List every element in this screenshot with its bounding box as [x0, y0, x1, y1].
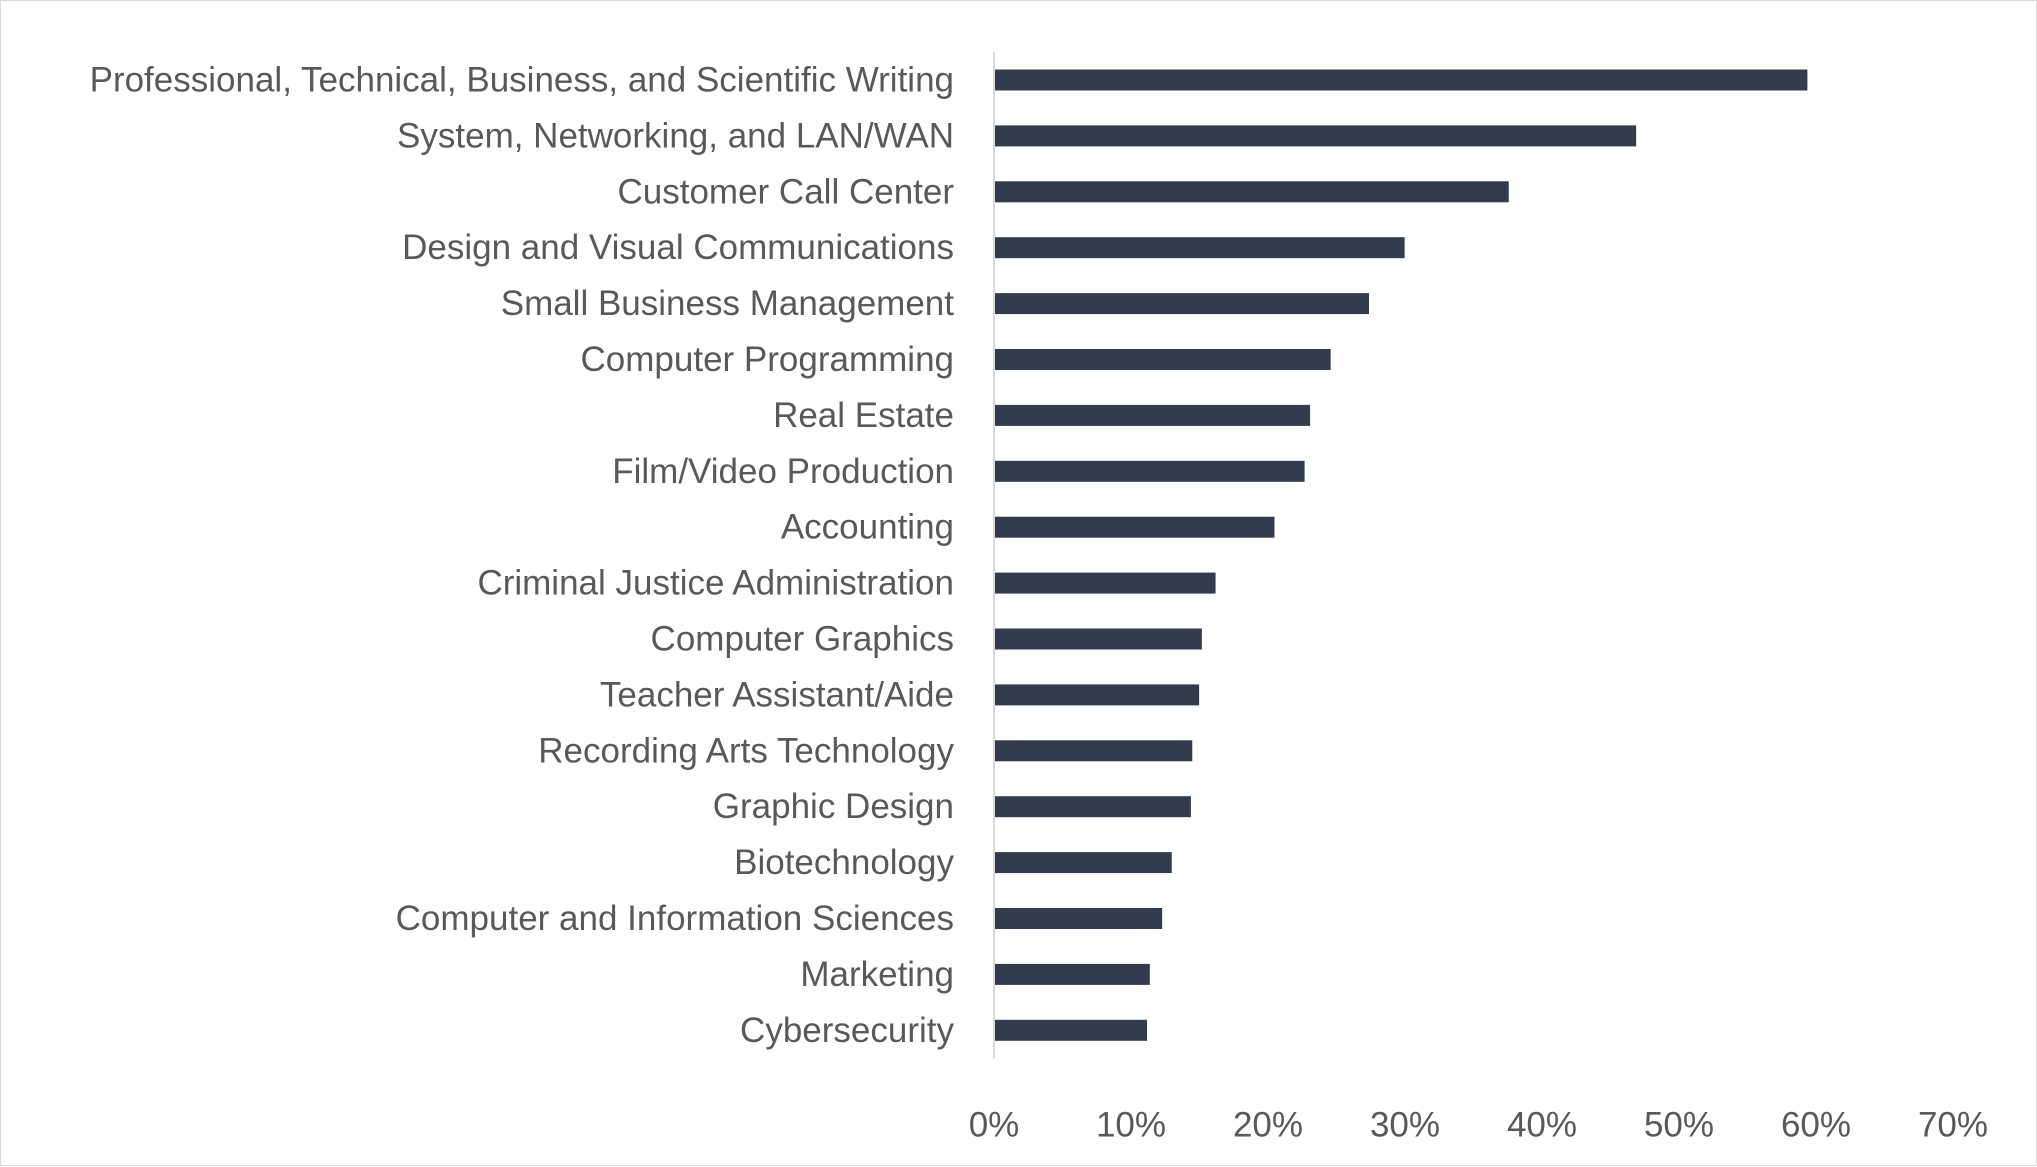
bar — [995, 404, 1311, 426]
bar — [995, 349, 1331, 370]
category-label: Film/Video Production — [612, 452, 954, 491]
bar — [995, 628, 1202, 650]
bar — [995, 796, 1191, 818]
bar — [995, 963, 1150, 985]
bar — [995, 1019, 1148, 1041]
bar — [995, 237, 1405, 259]
category-label: Criminal Justice Administration — [477, 564, 954, 603]
category-label: Professional, Technical, Business, and S… — [90, 61, 954, 100]
x-tick-label: 10% — [1096, 1106, 1166, 1145]
category-label: Cybersecurity — [740, 1011, 954, 1050]
category-label: Computer Programming — [581, 340, 954, 379]
category-label: Recording Arts Technology — [538, 731, 954, 770]
bar — [995, 852, 1172, 874]
bar — [995, 516, 1275, 538]
bar — [995, 181, 1509, 203]
bar — [995, 908, 1163, 929]
bar — [995, 69, 1808, 91]
category-label: Real Estate — [773, 396, 954, 435]
category-label: System, Networking, and LAN/WAN — [397, 116, 954, 155]
x-tick-label: 30% — [1370, 1106, 1440, 1145]
category-label: Teacher Assistant/Aide — [600, 675, 954, 714]
bar — [995, 460, 1305, 482]
x-tick-label: 0% — [969, 1106, 1020, 1145]
category-label: Marketing — [800, 955, 954, 994]
bar — [995, 572, 1216, 594]
category-label: Computer and Information Sciences — [396, 899, 954, 938]
bar — [995, 293, 1370, 315]
x-tick-label: 20% — [1233, 1106, 1303, 1145]
category-label: Biotechnology — [734, 843, 954, 882]
category-label: Customer Call Center — [618, 172, 955, 211]
category-label: Accounting — [781, 508, 954, 547]
category-label: Design and Visual Communications — [402, 228, 954, 267]
category-label: Graphic Design — [713, 787, 954, 826]
x-tick-label: 60% — [1781, 1106, 1851, 1145]
bar — [995, 684, 1200, 706]
category-label: Small Business Management — [501, 284, 955, 323]
bar — [995, 740, 1193, 762]
category-label: Computer Graphics — [651, 620, 954, 659]
x-tick-label: 40% — [1507, 1106, 1577, 1145]
x-tick-label: 70% — [1918, 1106, 1988, 1145]
x-tick-label: 50% — [1644, 1106, 1714, 1145]
bar — [995, 125, 1637, 147]
